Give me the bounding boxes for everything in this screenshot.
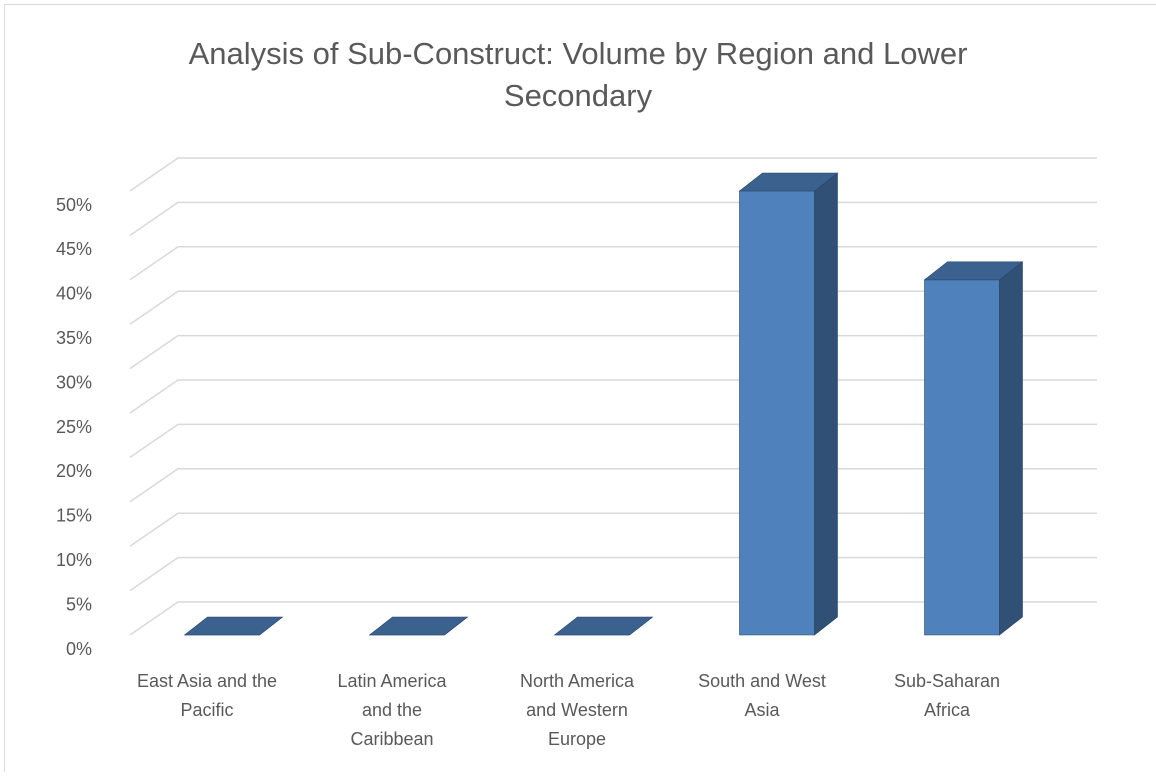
bar-front bbox=[925, 280, 1000, 635]
y-tick-label: 40% bbox=[56, 284, 92, 304]
bar-front bbox=[740, 191, 815, 635]
y-tick-label: 35% bbox=[56, 328, 92, 348]
y-tick-label: 5% bbox=[66, 594, 92, 614]
x-tick-label: North America bbox=[520, 671, 635, 691]
y-tick-label: 25% bbox=[56, 417, 92, 437]
x-tick-label: South and West bbox=[698, 671, 826, 691]
x-tick-label: Africa bbox=[924, 700, 971, 720]
bar-top bbox=[555, 617, 653, 635]
chart-title: Secondary bbox=[504, 78, 653, 113]
chart-title: Analysis of Sub-Construct: Volume by Reg… bbox=[189, 36, 968, 71]
bar bbox=[925, 262, 1023, 635]
bar bbox=[185, 617, 283, 635]
y-tick-label: 10% bbox=[56, 550, 92, 570]
bar-top bbox=[185, 617, 283, 635]
grid-line bbox=[130, 202, 1097, 235]
x-tick-label: Europe bbox=[548, 729, 606, 749]
x-tick-label: Latin America bbox=[337, 671, 447, 691]
y-tick-label: 30% bbox=[56, 372, 92, 392]
bar bbox=[740, 173, 838, 635]
y-tick-label: 0% bbox=[66, 639, 92, 659]
x-tick-label: Pacific bbox=[180, 700, 233, 720]
x-tick-label: Sub-Saharan bbox=[894, 671, 1000, 691]
bar-side bbox=[1000, 262, 1023, 635]
bar-top bbox=[370, 617, 468, 635]
x-tick-label: and the bbox=[362, 700, 422, 720]
x-tick-label: and Western bbox=[526, 700, 628, 720]
x-tick-label: Asia bbox=[744, 700, 780, 720]
y-tick-label: 15% bbox=[56, 506, 92, 526]
bar bbox=[555, 617, 653, 635]
grid-line bbox=[130, 158, 1097, 191]
y-tick-label: 50% bbox=[56, 195, 92, 215]
x-tick-label: East Asia and the bbox=[137, 671, 277, 691]
bar-side bbox=[815, 173, 838, 635]
bar bbox=[370, 617, 468, 635]
x-tick-label: Caribbean bbox=[350, 729, 433, 749]
y-tick-label: 45% bbox=[56, 239, 92, 259]
y-tick-label: 20% bbox=[56, 461, 92, 481]
